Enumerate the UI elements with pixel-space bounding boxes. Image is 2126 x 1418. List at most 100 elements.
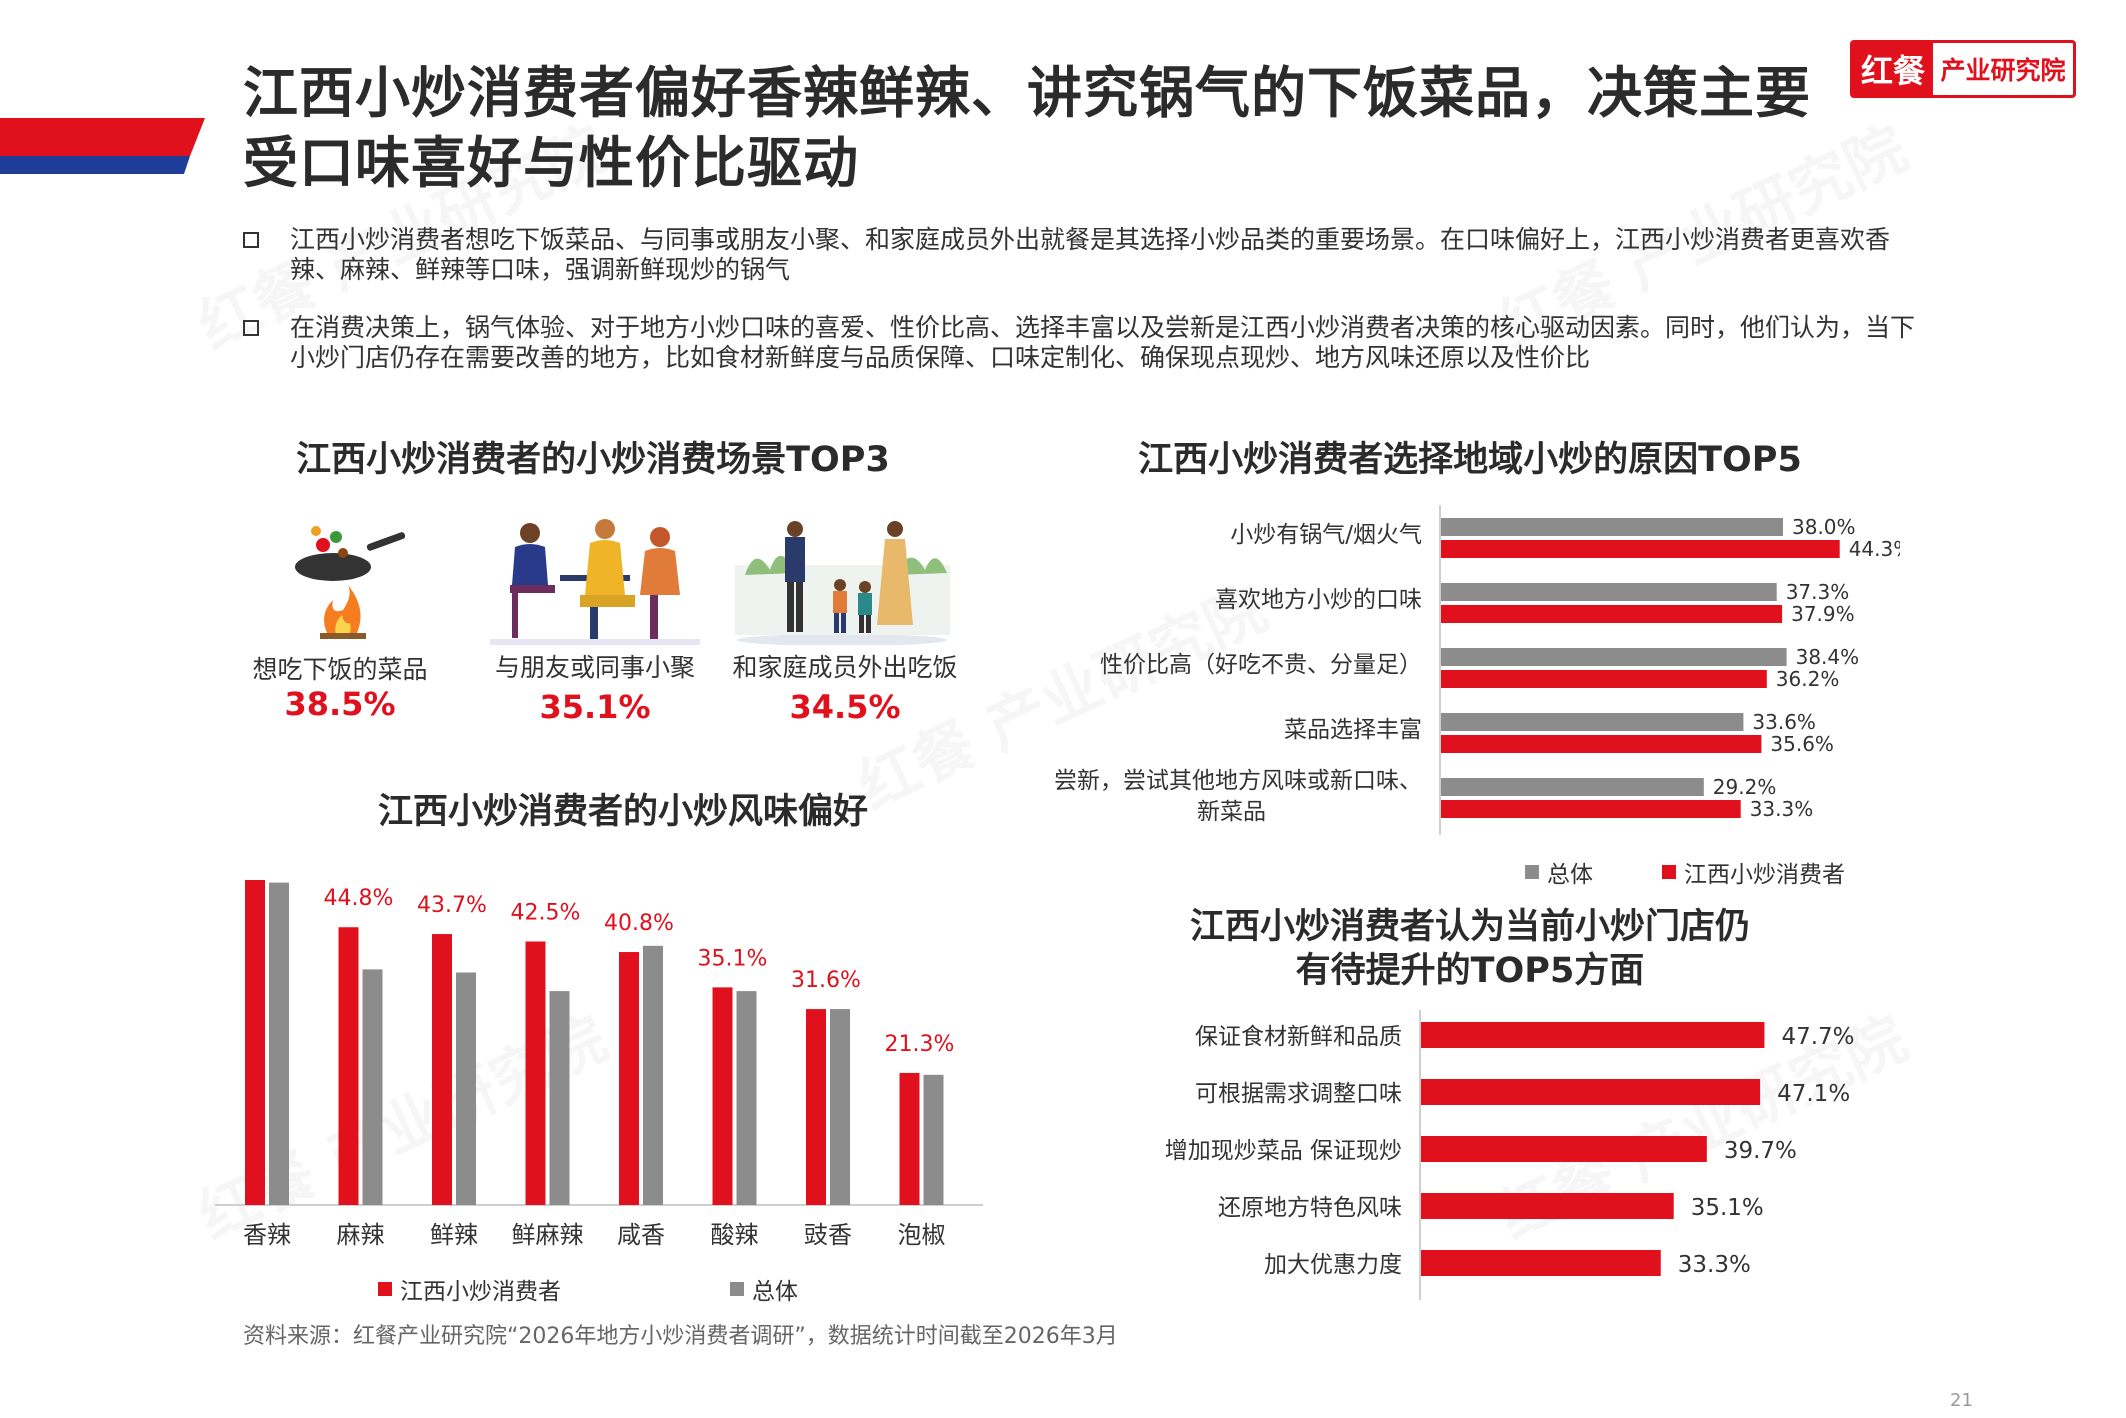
category-label-line: 性价比高（好吃不贵、分量足） xyxy=(1100,652,1422,678)
square-bullet-icon xyxy=(243,232,259,248)
improvement-chart-title: 江西小炒消费者认为当前小炒门店仍 有待提升的TOP5方面 xyxy=(1060,905,1880,993)
logo-mark: 红餐 xyxy=(1853,43,1933,95)
bar xyxy=(1421,1193,1674,1219)
data-label: 42.5% xyxy=(511,901,581,926)
improvement-title-line-1: 江西小炒消费者认为当前小炒门店仍 xyxy=(1189,907,1750,947)
category-label: 鲜辣 xyxy=(430,1221,478,1249)
data-label: 47.7% xyxy=(1781,1024,1854,1050)
bullet-text: 江西小炒消费者想吃下饭菜品、与同事或朋友小聚、和家庭成员外出就餐是其选择小炒品类… xyxy=(290,225,1891,284)
category-label: 小炒有锅气/烟火气 xyxy=(1230,522,1422,548)
category-label: 尝新，尝试其他地方风味或新口味、新菜品 xyxy=(1054,768,1422,825)
bar xyxy=(338,927,359,1205)
bar xyxy=(1441,518,1783,536)
data-label: 37.9% xyxy=(1791,602,1855,626)
scene-label: 和家庭成员外出吃饭 xyxy=(732,653,958,682)
bar xyxy=(899,1072,920,1205)
data-label: 36.2% xyxy=(1776,667,1840,691)
reasons-chart-title: 江西小炒消费者选择地域小炒的原因TOP5 xyxy=(1138,440,1802,480)
data-label: 43.7% xyxy=(417,893,487,918)
legend-item-jiangxi: 江西小炒消费者 xyxy=(1662,855,1845,889)
bar xyxy=(643,945,663,1205)
flavor-chart-title: 江西小炒消费者的小炒风味偏好 xyxy=(377,792,868,832)
page-title-line-2: 受口味喜好与性价比驱动 xyxy=(243,131,860,195)
bar xyxy=(525,941,546,1205)
family-outing-icon xyxy=(735,521,950,645)
category-label: 增加现炒菜品 保证现炒 xyxy=(1165,1138,1402,1164)
category-label: 保证食材新鲜和品质 xyxy=(1195,1024,1402,1050)
category-label: 可根据需求调整口味 xyxy=(1195,1081,1402,1107)
data-label: 35.6% xyxy=(1770,732,1834,756)
legend-item-jiangxi: 江西小炒消费者 xyxy=(378,1272,561,1306)
bar xyxy=(1441,648,1787,666)
data-label: 29.2% xyxy=(1713,775,1777,799)
category-label-line: 新菜品 xyxy=(1197,799,1266,825)
bar xyxy=(923,1074,944,1205)
data-label: 40.8% xyxy=(604,911,674,936)
data-label: 33.6% xyxy=(1752,710,1816,734)
brand-logo: 红餐 产业研究院 xyxy=(1850,40,2076,98)
bar xyxy=(736,991,757,1205)
category-label-line: 菜品选择丰富 xyxy=(1284,717,1422,743)
category-label: 泡椒 xyxy=(898,1221,946,1249)
category-label: 麻辣 xyxy=(337,1221,385,1249)
bar xyxy=(1441,583,1777,601)
friends-dining-icon xyxy=(490,519,700,645)
legend-item-total: 总体 xyxy=(1525,855,1593,889)
bar xyxy=(362,969,383,1205)
bar xyxy=(1421,1136,1707,1162)
bar xyxy=(1441,735,1762,753)
data-label: 21.3% xyxy=(885,1032,955,1057)
page-title-line-1: 江西小炒消费者偏好香辣鲜辣、讲究锅气的下饭菜品，决策主要 xyxy=(243,61,1812,125)
cooking-pan-icon xyxy=(295,526,406,639)
legend-label: 江西小炒消费者 xyxy=(400,1279,561,1305)
source-note: 资料来源：红餐产业研究院“2026年地方小炒消费者调研”，数据统计时间截至202… xyxy=(243,1324,1118,1349)
bar xyxy=(619,952,639,1205)
legend-label: 总体 xyxy=(1547,862,1593,888)
bar xyxy=(1421,1079,1761,1105)
data-label: 44.8% xyxy=(324,886,394,911)
bar xyxy=(269,882,289,1205)
bar xyxy=(432,934,452,1205)
scene-label: 想吃下饭的菜品 xyxy=(252,655,428,684)
page-title: 江西小炒消费者偏好香辣鲜辣、讲究锅气的下饭菜品，决策主要 受口味喜好与性价比驱动 xyxy=(243,58,1843,198)
bar xyxy=(830,1009,850,1205)
data-label: 47.1% xyxy=(1777,1081,1850,1107)
data-label: 33.3% xyxy=(1678,1252,1751,1278)
category-label-line: 尝新，尝试其他地方风味或新口味、 xyxy=(1054,768,1422,794)
category-label: 还原地方特色风味 xyxy=(1218,1195,1402,1221)
bar xyxy=(549,991,570,1205)
bar xyxy=(1441,778,1704,796)
improvement-chart: 保证食材新鲜和品质 47.7% 可根据需求调整口味 47.1% 增加现炒菜品 保证现炒 3… xyxy=(1165,1010,1855,1300)
scene-chart-title: 江西小炒消费者的小炒消费场景TOP3 xyxy=(296,440,890,480)
category-label: 加大优惠力度 xyxy=(1264,1252,1402,1278)
category-label: 鲜麻辣 xyxy=(512,1221,584,1249)
category-label: 豉香 xyxy=(804,1221,852,1249)
scene-value: 34.5% xyxy=(789,688,901,726)
bar xyxy=(1441,670,1767,688)
bar xyxy=(1421,1022,1765,1048)
data-label: 39.7% xyxy=(1724,1138,1797,1164)
category-label-line: 喜欢地方小炒的口味 xyxy=(1215,587,1422,613)
data-label: 38.0% xyxy=(1792,515,1856,539)
legend-swatch xyxy=(1662,865,1676,879)
scene-value: 35.1% xyxy=(539,688,651,726)
bar xyxy=(1441,800,1741,818)
improvement-title-line-2: 有待提升的TOP5方面 xyxy=(1295,951,1645,991)
bar xyxy=(245,880,265,1205)
legend-item-total: 总体 xyxy=(730,1272,798,1306)
scene-value: 38.5% xyxy=(284,685,396,723)
flavor-chart: 55.2%香辣44.8%麻辣43.7%鲜辣42.5%鲜麻辣40.8%咸香35.1… xyxy=(215,880,983,1249)
category-label: 性价比高（好吃不贵、分量足） xyxy=(1100,652,1422,678)
data-label: 35.1% xyxy=(1691,1195,1764,1221)
category-label: 菜品选择丰富 xyxy=(1284,717,1422,743)
bullet-text: 在消费决策上，锅气体验、对于地方小炒口味的喜爱、性价比高、选择丰富以及尝新是江西… xyxy=(290,313,1916,372)
data-label: 44.3% xyxy=(1849,537,1900,561)
category-label-line: 小炒有锅气/烟火气 xyxy=(1230,522,1422,548)
legend-label: 江西小炒消费者 xyxy=(1684,862,1845,888)
legend-label: 总体 xyxy=(752,1279,798,1305)
category-label: 喜欢地方小炒的口味 xyxy=(1215,587,1422,613)
bullet-point: 江西小炒消费者想吃下饭菜品、与同事或朋友小聚、和家庭成员外出就餐是其选择小炒品类… xyxy=(243,225,1923,285)
bullet-point: 在消费决策上，锅气体验、对于地方小炒口味的喜爱、性价比高、选择丰富以及尝新是江西… xyxy=(243,313,1923,373)
data-label: 33.3% xyxy=(1750,797,1814,821)
reasons-chart: 小炒有锅气/烟火气 38.0%44.3% 喜欢地方小炒的口味 37.3%37.9% 性价… xyxy=(1054,505,1900,835)
